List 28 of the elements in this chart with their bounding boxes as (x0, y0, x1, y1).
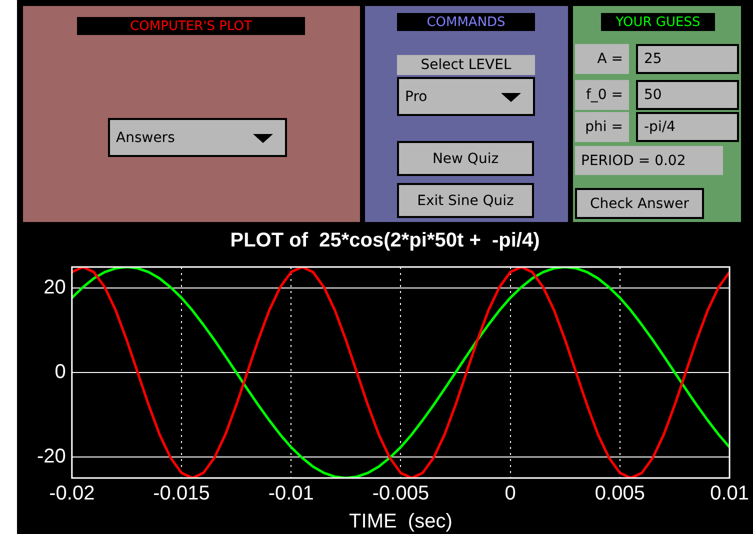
y-tick-label: -20 (37, 445, 66, 468)
text: Select LEVEL (420, 57, 512, 73)
field[interactable]: -pi/4 (636, 112, 739, 142)
dropdown[interactable]: Answers (108, 118, 287, 157)
text: YOUR GUESS (616, 14, 700, 30)
text: A = (597, 51, 623, 67)
text: COMPUTER'S PLOT (130, 18, 252, 34)
text: phi = (585, 119, 623, 135)
dropdown[interactable]: Pro (397, 77, 535, 116)
x-tick-label: -0.02 (49, 482, 95, 505)
field[interactable]: 25 (636, 44, 739, 74)
y-tick-label: 0 (54, 361, 66, 384)
x-tick-label: -0.015 (153, 482, 210, 505)
y-tick-label: 20 (44, 276, 66, 299)
button[interactable]: Check Answer (575, 188, 704, 219)
x-tick-label: 0 (504, 482, 516, 505)
x-tick-label: 0.005 (594, 482, 645, 505)
x-axis-title: TIME (sec) (349, 510, 452, 533)
x-tick-label: 0.01 (710, 482, 750, 505)
x-tick-label: -0.005 (372, 482, 430, 505)
field[interactable]: 50 (636, 80, 739, 110)
text: PERIOD = 0.02 (581, 152, 686, 168)
button[interactable]: Exit Sine Quiz (397, 183, 534, 218)
chart-title: PLOT of 25*cos(2*pi*50t + -pi/4) (230, 230, 540, 252)
x-tick-label: -0.01 (268, 482, 314, 505)
button[interactable]: New Quiz (397, 141, 534, 176)
text: COMMANDS (426, 14, 506, 30)
text: f_0 = (586, 87, 623, 103)
